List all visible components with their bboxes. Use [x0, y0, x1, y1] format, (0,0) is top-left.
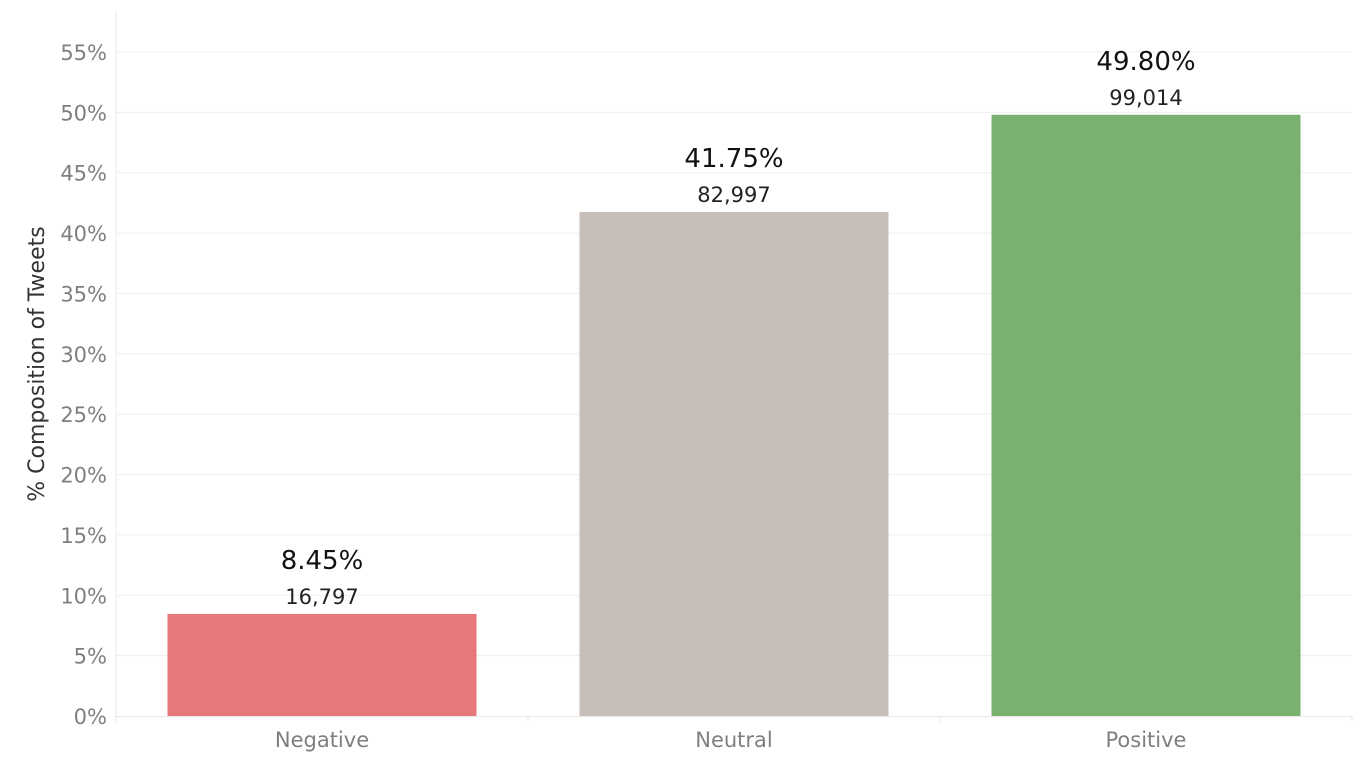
y-tick-label: 50% [60, 101, 107, 125]
data-labels: 8.45% 16,797 41.75% 82,997 49.80% 99,014 [281, 47, 1196, 609]
axes [115, 10, 1353, 722]
x-category-label: Neutral [695, 728, 773, 752]
y-tick-label: 30% [60, 343, 107, 367]
bar-positive [991, 114, 1301, 716]
bar-count-label: 99,014 [1109, 86, 1182, 110]
y-axis-label: % Composition of Tweets [25, 226, 50, 501]
y-tick-label: 25% [60, 403, 107, 427]
y-tick-label: 10% [60, 584, 107, 608]
y-tick-label: 55% [60, 41, 107, 65]
bar-percent-label: 49.80% [1096, 47, 1195, 77]
x-category-label: Negative [275, 728, 369, 752]
bar-count-label: 16,797 [285, 585, 358, 609]
bar-neutral [579, 211, 889, 717]
y-tick-label: 20% [60, 464, 107, 488]
bar-negative [167, 613, 477, 716]
bars [167, 114, 1301, 717]
y-tick-label: 45% [60, 162, 107, 186]
y-tick-label: 35% [60, 282, 107, 306]
bar-percent-label: 41.75% [684, 144, 783, 174]
y-tick-label: 5% [74, 645, 107, 669]
bar-count-label: 82,997 [697, 183, 770, 207]
y-tick-label: 0% [74, 705, 107, 729]
y-tick-label: 15% [60, 524, 107, 548]
bar-percent-label: 8.45% [281, 546, 364, 576]
x-axis-categories: Negative Neutral Positive [275, 728, 1187, 752]
y-axis-ticks: 0% 5% 10% 15% 20% 25% 30% 35% 40% 45% 50% 55% [60, 41, 107, 729]
x-category-label: Positive [1106, 728, 1187, 752]
y-tick-label: 40% [60, 222, 107, 246]
